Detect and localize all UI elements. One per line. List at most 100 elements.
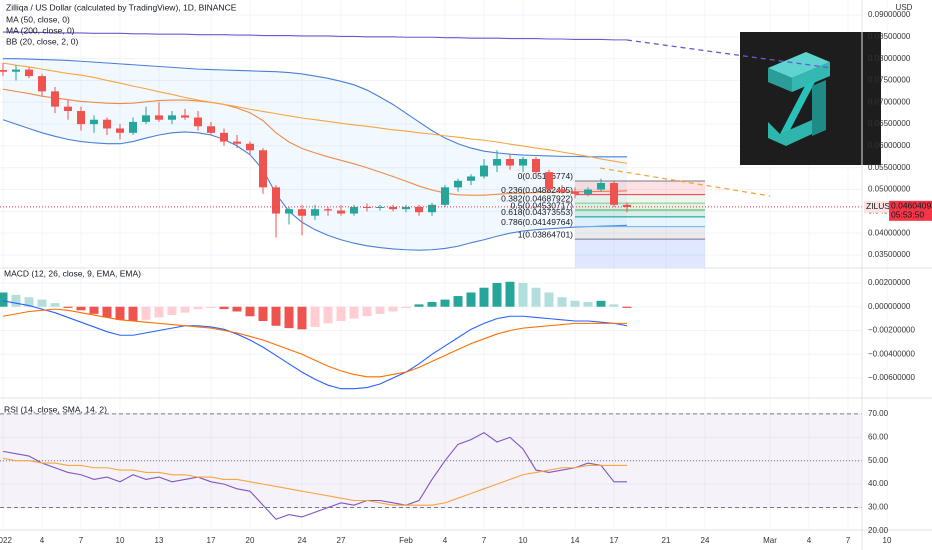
macd-histogram-bar xyxy=(219,306,229,310)
candle-body xyxy=(324,209,332,211)
rsi-pane xyxy=(0,413,862,520)
x-tick-label: 21 xyxy=(662,536,671,545)
y-tick-label: 0.07500000 xyxy=(868,76,911,85)
macd-histogram-bar xyxy=(401,306,411,308)
macd-histogram-bar xyxy=(297,306,307,330)
macd-histogram-bar xyxy=(232,306,242,312)
rsi-line xyxy=(2,431,627,520)
candle-body xyxy=(389,206,397,210)
candle-body xyxy=(350,206,358,214)
candle-body xyxy=(506,159,514,166)
rsi-title: RSI (14, close, SMA, 14, 2) xyxy=(4,404,107,414)
trend-projection xyxy=(626,39,833,69)
x-tick-label: 27 xyxy=(337,536,346,545)
countdown: 05:53:50 xyxy=(891,210,924,220)
macd-histogram-bar xyxy=(245,306,255,317)
macd-histogram-bar xyxy=(89,306,99,314)
fib-zone xyxy=(575,180,705,195)
candle-body xyxy=(233,141,241,144)
macd-histogram-bar xyxy=(271,306,281,326)
moving-average xyxy=(2,62,628,164)
candle-body xyxy=(376,206,384,208)
candle-body xyxy=(51,91,59,107)
candle-body xyxy=(467,176,475,181)
candle-body xyxy=(363,206,371,208)
y-tick-label: 50.00 xyxy=(868,456,889,465)
macd-histogram-bar xyxy=(24,297,34,307)
macd-histogram-bar xyxy=(193,306,203,310)
trend-projection xyxy=(599,167,771,197)
macd-histogram-bar xyxy=(349,306,359,319)
fib-label: 1(0.03864701) xyxy=(518,229,573,239)
macd-histogram-bar xyxy=(154,306,164,318)
x-tick-label: 13 xyxy=(155,536,164,545)
macd-title: MACD (12, 26, close, 9, EMA, EMA) xyxy=(4,268,141,278)
y-tick-label: 40.00 xyxy=(868,479,889,488)
macd-histogram-bar xyxy=(544,292,554,307)
macd-histogram-bar xyxy=(362,306,372,317)
candle-body xyxy=(610,183,618,205)
candle-body xyxy=(454,180,462,188)
candle-body xyxy=(285,209,293,214)
macd-pane xyxy=(0,281,862,390)
candle-body xyxy=(623,204,631,207)
candle-body xyxy=(168,115,176,120)
x-tick-label: 17 xyxy=(207,536,216,545)
macd-histogram-bar xyxy=(622,306,632,308)
macd-line xyxy=(2,300,628,390)
fib-zone xyxy=(575,210,705,217)
legend-entry: BB (20, close, 2, 0) xyxy=(6,36,78,46)
logo-bottom xyxy=(768,120,812,146)
macd-histogram-bar xyxy=(115,306,125,320)
x-tick-label: 20 xyxy=(246,536,255,545)
candle-body xyxy=(519,159,527,166)
x-tick-label: 24 xyxy=(701,536,710,545)
macd-histogram-bar xyxy=(531,287,541,307)
macd-histogram-bar xyxy=(11,294,21,307)
x-tick-label: 10 xyxy=(116,536,125,545)
macd-histogram-bar xyxy=(258,306,268,321)
macd-histogram-bar xyxy=(440,299,450,307)
macd-histogram-bar xyxy=(427,301,437,307)
currency-unit: USD xyxy=(896,3,913,12)
fib-label: 0.236(0.04882495) xyxy=(501,185,573,195)
y-tick-label: 0.09000000 xyxy=(868,10,911,19)
x-tick-label: 14 xyxy=(571,536,580,545)
x-tick-label: Feb xyxy=(399,536,413,545)
candle-body xyxy=(0,69,7,72)
macd-histogram-bar xyxy=(63,306,73,308)
candle-body xyxy=(116,128,124,133)
candle-body xyxy=(584,189,592,194)
fib-zone xyxy=(575,203,705,211)
symbol-label: ZILUSD xyxy=(866,201,896,211)
macd-histogram-bar xyxy=(609,304,619,307)
macd-histogram-bar xyxy=(323,306,333,324)
macd-histogram-bar xyxy=(284,306,294,329)
candle-body xyxy=(298,209,306,216)
rsi-line xyxy=(2,457,627,506)
x-tick-label: 10 xyxy=(883,536,892,545)
candle-body xyxy=(402,206,410,210)
macd-histogram-bar xyxy=(466,292,476,307)
x-tick-label: Mar xyxy=(763,536,777,545)
logo-top-front xyxy=(768,68,792,92)
candle-body xyxy=(597,183,605,190)
x-tick-label: 7 xyxy=(482,536,487,545)
y-tick-label: 0.06000000 xyxy=(868,141,911,150)
x-tick-label: 10 xyxy=(519,536,528,545)
symbol-tag xyxy=(864,200,889,213)
rsi-band xyxy=(0,413,862,508)
macd-histogram-bar xyxy=(37,299,47,307)
candle-body xyxy=(64,106,72,112)
candle-body xyxy=(207,126,215,133)
candle-body xyxy=(194,117,202,127)
fib-zone xyxy=(575,216,705,227)
fib-zone xyxy=(575,194,705,204)
candle-body xyxy=(532,159,540,173)
y-tick-label: 0.03500000 xyxy=(868,250,911,259)
candle-body xyxy=(493,159,501,166)
candle-body xyxy=(571,191,579,194)
macd-histogram-bar xyxy=(570,300,580,307)
y-tick-label: 0.00200000 xyxy=(868,278,911,287)
